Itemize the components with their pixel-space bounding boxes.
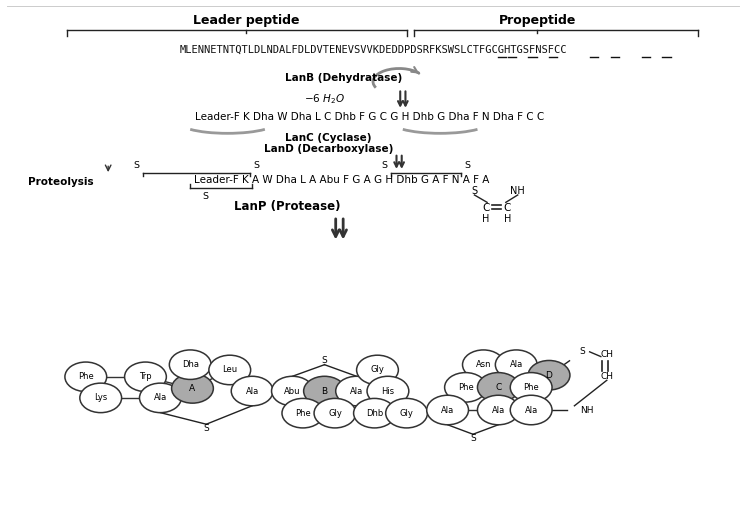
Text: A: A xyxy=(189,384,195,393)
Circle shape xyxy=(354,398,395,428)
Circle shape xyxy=(65,362,107,392)
Text: S: S xyxy=(254,161,260,170)
Text: Gly: Gly xyxy=(400,408,413,418)
Circle shape xyxy=(172,374,213,403)
Text: S: S xyxy=(202,192,208,201)
Text: S: S xyxy=(470,434,476,443)
Text: C: C xyxy=(495,383,501,392)
Text: Gly: Gly xyxy=(328,408,342,418)
Circle shape xyxy=(231,376,273,406)
Text: Ala: Ala xyxy=(441,405,454,415)
Circle shape xyxy=(477,395,519,425)
Text: Ala: Ala xyxy=(510,360,523,369)
Text: Abu: Abu xyxy=(284,386,301,396)
Circle shape xyxy=(427,395,468,425)
Text: LanB (Dehydratase): LanB (Dehydratase) xyxy=(284,73,402,83)
Text: B: B xyxy=(322,386,327,396)
Circle shape xyxy=(304,376,345,406)
Circle shape xyxy=(209,355,251,385)
Text: Phe: Phe xyxy=(78,372,94,382)
Text: D: D xyxy=(545,370,553,380)
Text: Ala: Ala xyxy=(154,393,167,403)
Text: Leader-F K Dha W Dha L C Dhb F G C G H Dhb G Dha F N Dha F C C: Leader-F K Dha W Dha L C Dhb F G C G H D… xyxy=(195,112,544,122)
Text: Leader-F K A W Dha L A Abu F G A G H Dhb G A F N A F A: Leader-F K A W Dha L A Abu F G A G H Dhb… xyxy=(194,175,489,185)
Circle shape xyxy=(169,350,211,379)
Text: MLENNETNTQTLDLNDALFDLDVTENEVSVVKDEDDPDSRFKSWSLCTFGCGHTGSFNSFCC: MLENNETNTQTLDLNDALFDLDVTENEVSVVKDEDDPDSR… xyxy=(179,45,567,55)
Circle shape xyxy=(357,355,398,385)
Circle shape xyxy=(386,398,427,428)
Circle shape xyxy=(510,373,552,402)
Text: Trp: Trp xyxy=(140,372,151,382)
Circle shape xyxy=(477,373,519,402)
Text: S: S xyxy=(580,347,585,356)
Text: CH: CH xyxy=(601,372,613,381)
Text: S: S xyxy=(465,161,471,170)
Circle shape xyxy=(463,350,504,379)
Text: Ala: Ala xyxy=(524,405,538,415)
Text: Gly: Gly xyxy=(371,365,384,375)
Text: Phe: Phe xyxy=(457,383,474,392)
Text: S: S xyxy=(381,161,387,170)
Text: CH: CH xyxy=(601,350,613,359)
Text: S: S xyxy=(204,424,209,433)
Text: H: H xyxy=(504,214,511,224)
Text: NH: NH xyxy=(580,405,593,415)
Text: Dhb: Dhb xyxy=(366,408,383,418)
Text: Propeptide: Propeptide xyxy=(498,14,576,26)
Text: Lys: Lys xyxy=(94,393,107,403)
Text: LanP (Protease): LanP (Protease) xyxy=(234,200,340,213)
Circle shape xyxy=(125,362,166,392)
Text: C: C xyxy=(504,203,511,212)
Circle shape xyxy=(495,350,537,379)
Circle shape xyxy=(528,360,570,390)
Text: S: S xyxy=(322,356,327,365)
Circle shape xyxy=(445,373,486,402)
Text: Asn: Asn xyxy=(476,360,491,369)
Text: LanD (Decarboxylase): LanD (Decarboxylase) xyxy=(263,144,393,153)
Text: Leader peptide: Leader peptide xyxy=(193,14,299,26)
Text: Ala: Ala xyxy=(492,405,505,415)
Circle shape xyxy=(140,383,181,413)
Circle shape xyxy=(282,398,324,428)
Circle shape xyxy=(80,383,122,413)
Circle shape xyxy=(367,376,409,406)
Text: His: His xyxy=(381,386,395,396)
Text: H: H xyxy=(482,214,489,224)
Text: Leu: Leu xyxy=(222,365,237,375)
Text: Ala: Ala xyxy=(245,386,259,396)
Text: $-6\ H_2O$: $-6\ H_2O$ xyxy=(304,92,345,106)
Circle shape xyxy=(336,376,377,406)
Text: LanC (Cyclase): LanC (Cyclase) xyxy=(285,133,372,143)
Text: Phe: Phe xyxy=(295,408,311,418)
Text: Ala: Ala xyxy=(350,386,363,396)
Text: Dha: Dha xyxy=(182,360,198,369)
Text: S: S xyxy=(134,161,140,170)
Text: S: S xyxy=(471,186,477,196)
Text: C: C xyxy=(482,203,489,212)
Text: Proteolysis: Proteolysis xyxy=(28,178,94,187)
Circle shape xyxy=(314,398,356,428)
Text: NH: NH xyxy=(510,186,525,196)
Text: Phe: Phe xyxy=(523,383,539,392)
Circle shape xyxy=(272,376,313,406)
Circle shape xyxy=(510,395,552,425)
